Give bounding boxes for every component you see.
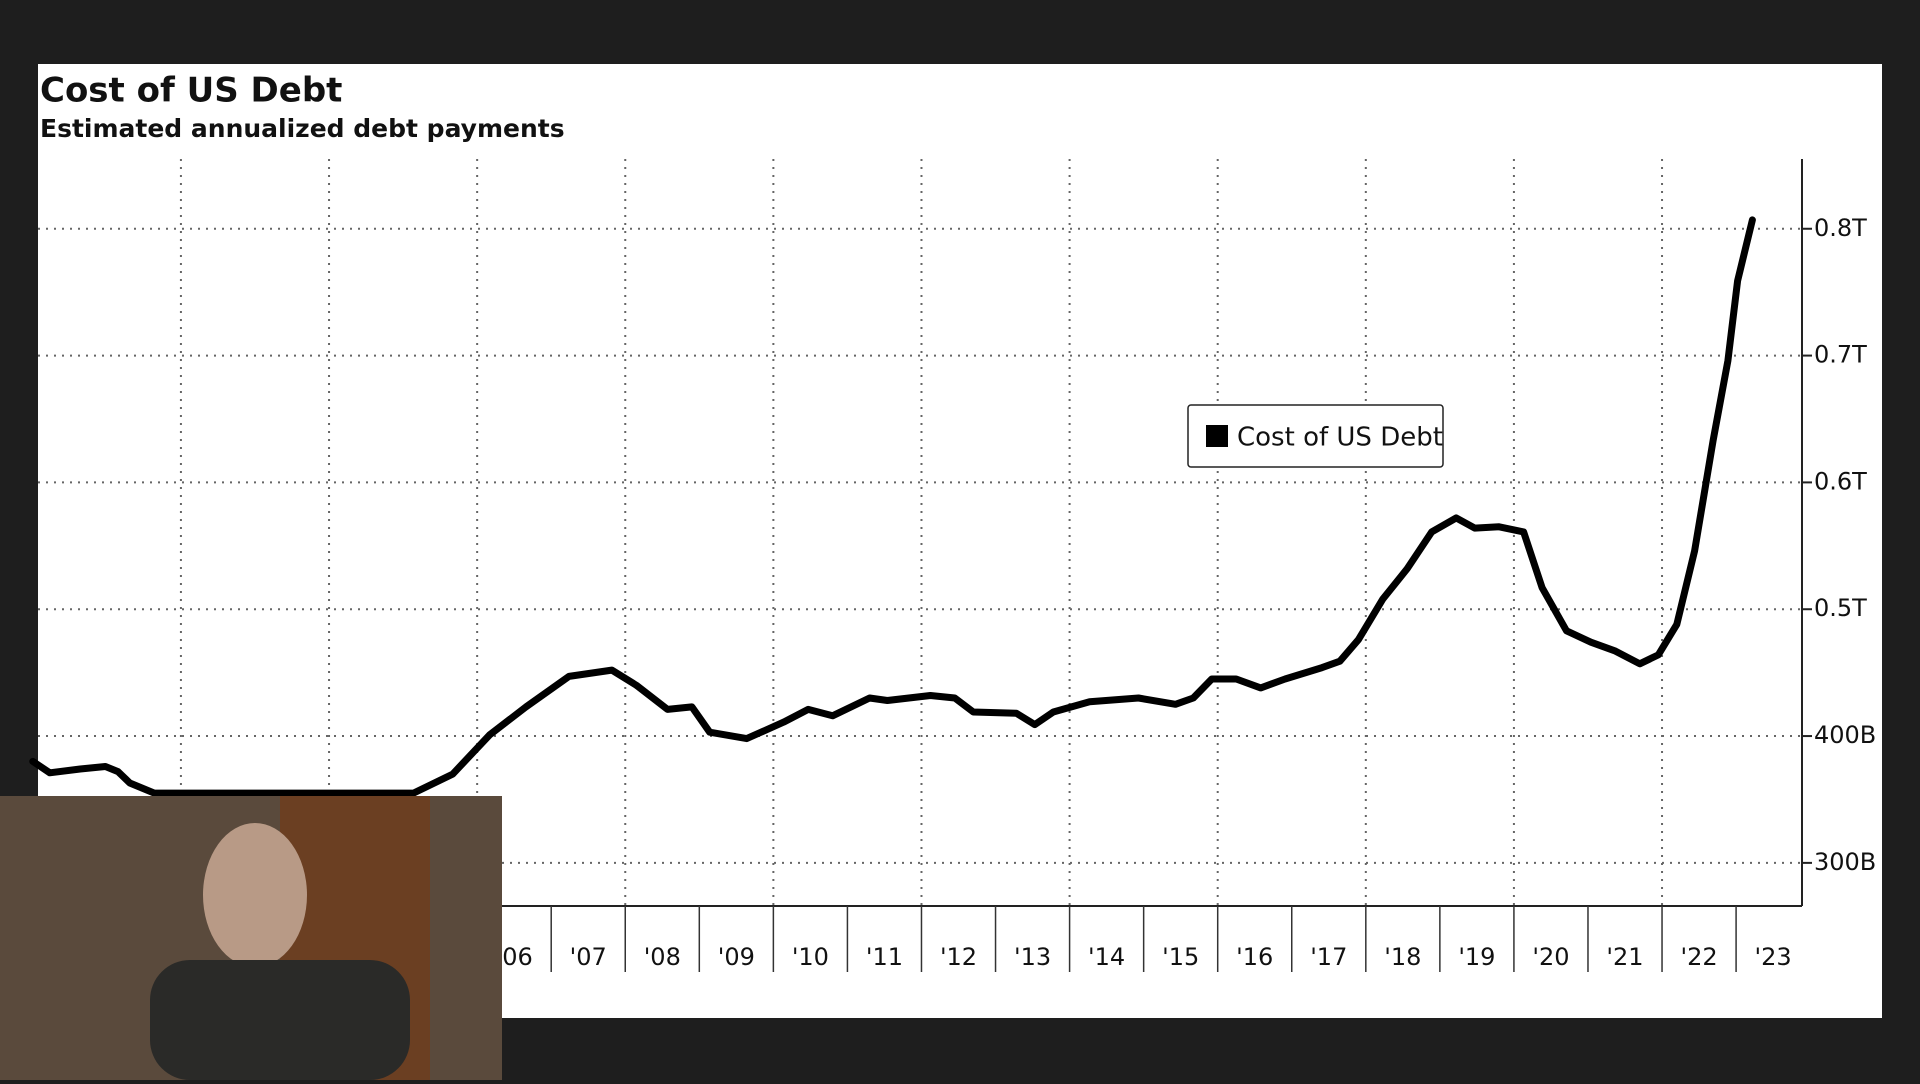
legend-label: Cost of US Debt (1237, 423, 1443, 453)
x-tick-label: '20 (1532, 943, 1569, 971)
webcam-overlay (0, 796, 502, 1080)
x-tick-label: '12 (940, 943, 977, 971)
y-tick-label: 0.5T (1814, 594, 1867, 622)
y-tick-label: 300B (1814, 848, 1876, 876)
chart-title: Cost of US Debt (40, 71, 342, 111)
x-tick-label: '23 (1755, 943, 1792, 971)
x-tick-label: '18 (1384, 943, 1421, 971)
x-tick-label: '16 (1236, 943, 1273, 971)
x-tick-label: '15 (1162, 943, 1199, 971)
x-tick-label: '07 (570, 943, 607, 971)
x-tick-label: '13 (1014, 943, 1051, 971)
legend: Cost of US Debt (1187, 404, 1444, 468)
x-tick-label: '10 (792, 943, 829, 971)
y-tick-label: 0.6T (1814, 467, 1867, 495)
data-line (29, 216, 1756, 797)
legend-swatch (1206, 425, 1228, 447)
webcam-face (203, 823, 307, 967)
chart-subtitle: Estimated annualized debt payments (40, 114, 565, 143)
legend-box (1187, 404, 1444, 468)
y-tick-label: 400B (1814, 721, 1876, 749)
y-tick-label: 0.8T (1814, 214, 1867, 242)
x-tick-label: '19 (1458, 943, 1495, 971)
x-tick-label: '14 (1088, 943, 1125, 971)
x-tick-label: '09 (718, 943, 755, 971)
x-tick-label: '11 (866, 943, 903, 971)
webcam-body (150, 960, 410, 1080)
x-tick-label: '08 (644, 943, 681, 971)
x-tick-label: '21 (1606, 943, 1643, 971)
x-tick-label: '22 (1680, 943, 1717, 971)
y-tick-label: 0.7T (1814, 341, 1867, 369)
x-tick-label: '17 (1310, 943, 1347, 971)
